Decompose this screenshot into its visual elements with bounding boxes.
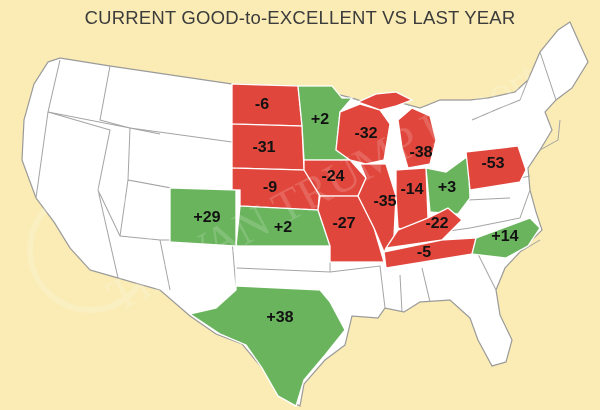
label-kansas: +2 bbox=[274, 219, 292, 236]
state-michigan-upper bbox=[356, 91, 414, 111]
state-ohio bbox=[425, 154, 471, 215]
label-kentucky: -22 bbox=[425, 215, 448, 232]
states-layer bbox=[169, 83, 541, 407]
label-pennsylvania: -53 bbox=[481, 155, 504, 172]
label-nebraska: -9 bbox=[263, 179, 277, 196]
state-wisconsin bbox=[335, 103, 391, 165]
state-north-carolina bbox=[471, 217, 541, 259]
label-north-carolina: +14 bbox=[491, 228, 518, 245]
label-indiana: -14 bbox=[400, 181, 423, 198]
map-title: CURRENT GOOD-to-EXCELLENT VS LAST YEAR bbox=[84, 7, 516, 28]
state-kentucky bbox=[384, 207, 463, 249]
label-missouri: -27 bbox=[332, 215, 355, 232]
label-tennessee: -5 bbox=[417, 244, 431, 261]
label-north-dakota: -6 bbox=[255, 96, 269, 113]
label-illinois: -35 bbox=[373, 193, 396, 210]
label-iowa: -24 bbox=[321, 168, 344, 185]
label-minnesota: +2 bbox=[311, 111, 329, 128]
label-wisconsin: -32 bbox=[354, 125, 377, 142]
watermark-emblem bbox=[27, 187, 153, 313]
label-texas: +38 bbox=[266, 309, 293, 326]
state-texas bbox=[188, 248, 346, 407]
state-michigan-lower bbox=[397, 107, 437, 169]
state-colorado bbox=[169, 187, 237, 247]
label-south-dakota: -31 bbox=[252, 139, 275, 156]
label-colorado: +29 bbox=[193, 209, 220, 226]
value-labels: -6 -31 -9 +2 +29 +38 +2 -24 -27 -32 -35 … bbox=[193, 96, 518, 326]
label-ohio: +3 bbox=[438, 179, 456, 196]
label-michigan: -38 bbox=[409, 144, 432, 161]
state-pennsylvania bbox=[465, 145, 527, 191]
